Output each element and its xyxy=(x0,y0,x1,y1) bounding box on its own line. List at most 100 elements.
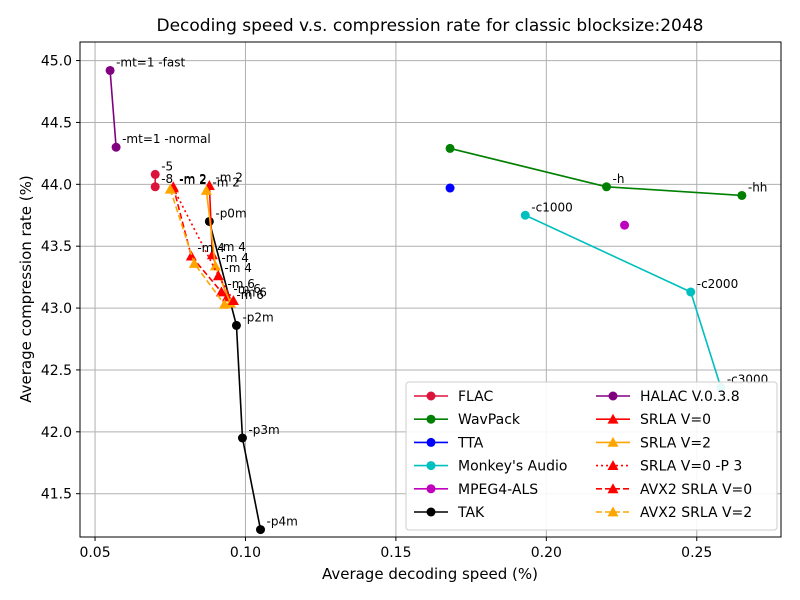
legend-label: MPEG4-ALS xyxy=(458,482,538,498)
legend-marker xyxy=(607,483,619,494)
legend-item-avx2-srla-v-2: AVX2 SRLA V=2 xyxy=(596,505,752,521)
legend-marker xyxy=(607,413,619,424)
data-point xyxy=(227,295,239,306)
data-point xyxy=(206,249,218,260)
legend-item-avx2-srla-v-0: AVX2 SRLA V=0 xyxy=(596,482,752,498)
legend-marker xyxy=(426,507,436,517)
y-tick-label: 45.0 xyxy=(41,54,72,70)
x-tick-label: 0.20 xyxy=(531,545,562,561)
point-label: -m 2 xyxy=(212,176,239,190)
legend-label: FLAC xyxy=(458,389,494,405)
legend-marker xyxy=(426,437,436,447)
point-label: -m 4 xyxy=(221,251,248,265)
point-label: -m 4 xyxy=(224,261,251,275)
chart-title: Decoding speed v.s. compression rate for… xyxy=(157,16,704,36)
series-srla-v-2: -m 2 -m 4 -m 6 xyxy=(200,176,264,308)
legend-label: SRLA V=2 xyxy=(640,435,711,451)
x-tick-label: 0.25 xyxy=(681,545,712,561)
point-label: -m 2 xyxy=(179,173,206,187)
y-tick-label: 42.0 xyxy=(41,425,72,441)
point-label: -m 2 xyxy=(179,172,206,186)
point-label: -p3m xyxy=(248,423,279,437)
data-point xyxy=(445,183,455,193)
x-tick-label: 0.15 xyxy=(380,545,411,561)
series-avx2-srla-v-2 xyxy=(164,183,230,309)
data-point xyxy=(212,270,224,281)
data-point xyxy=(620,220,630,230)
legend-marker xyxy=(607,436,619,447)
point-label: -m 6 xyxy=(239,286,266,300)
legend-item-wavpack: WavPack xyxy=(414,412,521,428)
y-tick-label: 43.5 xyxy=(41,239,72,255)
series-avx2-srla-v-0: -m 2 -m 4 -m 6 xyxy=(167,172,255,297)
point-label: -m 6 xyxy=(236,288,263,302)
series-line xyxy=(524,214,722,388)
legend-marker xyxy=(426,391,436,401)
legend-marker xyxy=(608,391,618,401)
y-tick-label: 44.5 xyxy=(41,115,72,131)
data-point xyxy=(105,65,115,75)
legend-label: AVX2 SRLA V=0 xyxy=(640,482,752,498)
data-point xyxy=(215,286,227,297)
point-label: -c2000 xyxy=(697,277,738,291)
legend-label: AVX2 SRLA V=2 xyxy=(640,505,752,521)
data-point xyxy=(164,183,176,194)
data-point xyxy=(209,260,221,271)
legend-item-tta: TTA xyxy=(414,435,484,451)
point-label: -m 2 xyxy=(215,171,242,185)
legend-item-flac: FLAC xyxy=(414,389,494,405)
point-label: -hh xyxy=(748,180,768,194)
legend-label: TTA xyxy=(457,435,484,451)
series-wavpack: -h -hh xyxy=(445,143,768,200)
series-line xyxy=(449,147,742,197)
data-point xyxy=(200,185,212,195)
series-halac-v-0-3-8: -mt=1 -fast -mt=1 -normal xyxy=(105,55,211,152)
legend-marker xyxy=(607,506,619,517)
legend-marker xyxy=(426,414,436,424)
series-srla-v-0-p-3: -m 2 -m 4 -m 6 xyxy=(167,173,267,306)
point-label: -8 xyxy=(161,172,173,186)
data-point xyxy=(520,210,530,220)
x-tick-label: 0.05 xyxy=(79,545,110,561)
legend-item-monkey-s-audio: Monkey's Audio xyxy=(414,459,567,475)
data-point xyxy=(150,182,160,192)
x-tick-label: 0.10 xyxy=(230,545,261,561)
y-tick-label: 44.0 xyxy=(41,177,72,193)
point-label: -m 4 xyxy=(218,240,245,254)
data-point xyxy=(737,190,747,200)
legend-item-srla-v-0: SRLA V=0 xyxy=(596,412,711,428)
plot-frame xyxy=(79,41,782,538)
legend-label: SRLA V=0 -P 3 xyxy=(640,459,742,475)
point-label: -m 4 xyxy=(197,241,224,255)
legend-item-srla-v-2: SRLA V=2 xyxy=(596,435,711,451)
legend-marker xyxy=(426,461,436,471)
data-point xyxy=(185,250,197,261)
legend-marker xyxy=(426,484,436,494)
point-label: -p4m xyxy=(267,515,298,529)
data-point xyxy=(256,525,266,535)
legend-item-srla-v-0-p-3: SRLA V=0 -P 3 xyxy=(596,459,742,475)
series-tak: -p0m -p2m -p3m -p4m xyxy=(204,206,298,535)
series-line xyxy=(208,221,262,530)
y-axis-title: Average compression rate (%) xyxy=(17,175,35,402)
data-point xyxy=(218,298,230,309)
data-point xyxy=(150,169,160,179)
series-line xyxy=(172,186,223,293)
y-tick-label: 41.5 xyxy=(41,487,72,503)
point-label: -5 xyxy=(161,159,173,173)
data-point xyxy=(188,258,200,268)
legend-item-tak: TAK xyxy=(414,505,485,521)
y-tick-label: 43.0 xyxy=(41,301,72,317)
data-point xyxy=(231,320,241,330)
point-label: -p0m xyxy=(215,206,246,220)
series-flac: -5-8 xyxy=(150,159,173,192)
series-monkey-s-audio: -c1000-c2000-c3000 xyxy=(520,200,768,392)
data-point xyxy=(445,143,455,153)
point-label: -mt=1 -normal xyxy=(122,132,211,146)
data-point xyxy=(111,142,121,152)
legend-label: HALAC V.0.3.8 xyxy=(640,389,740,405)
series-line xyxy=(169,189,226,305)
series-mpeg4-als xyxy=(620,220,630,230)
point-label: -h xyxy=(613,172,625,186)
legend-item-mpeg4-als: MPEG4-ALS xyxy=(414,482,538,498)
